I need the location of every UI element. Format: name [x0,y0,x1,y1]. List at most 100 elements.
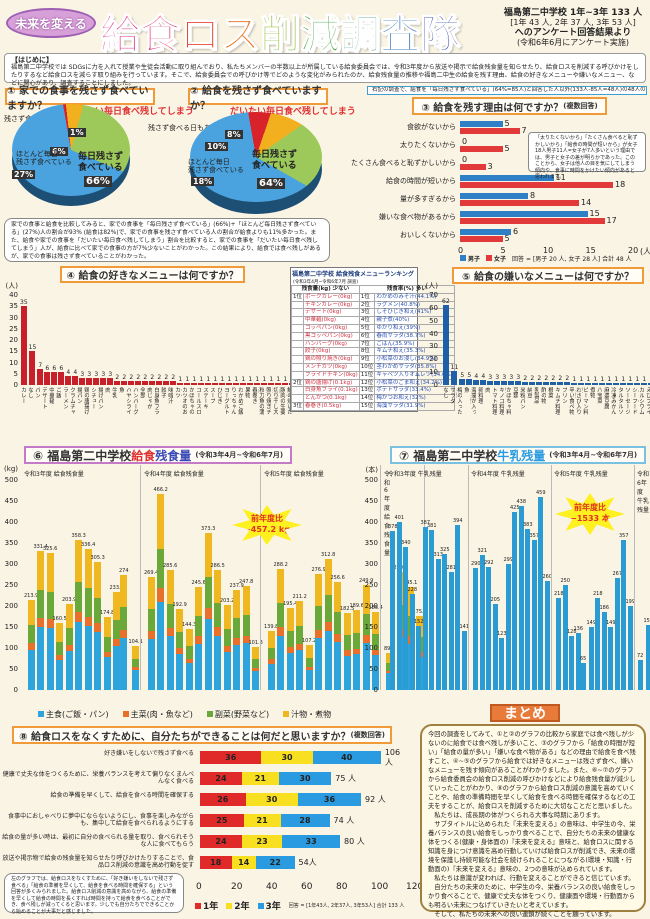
bar-fill [163,381,169,386]
bar-value: 15 [590,211,600,217]
bar: 1 [641,376,647,385]
category-label: ステーキ [202,387,208,417]
bar-fill [100,378,106,385]
bar-fill [44,372,50,386]
bar-value: 5 [505,236,510,242]
q2-pct-some: 10% [205,142,228,151]
bar-stack [120,575,127,690]
bar-value: 5 [505,146,510,152]
legend-swatch [38,711,44,717]
bar-value: 6 [59,365,63,372]
bar: 1 [634,376,640,385]
bar: 2 [557,375,563,385]
q8-total: 80 人 [344,836,365,847]
bar: 1 [226,376,232,385]
category-label: 根菜 [547,387,553,417]
group-divider [468,465,469,690]
category-label: 春巻き [251,387,257,417]
ranking-cell: 餃子(0kg) [304,348,360,356]
bar-fill [282,383,288,385]
bar-fill [184,383,190,385]
intro-heading: 【はじめに】 [11,56,639,64]
bar-fill [564,382,570,385]
bar-fill [121,381,127,386]
legend-swatch [207,711,213,717]
q1-pct-rarely: 1% [68,128,86,137]
bar: 1 [219,376,225,385]
y-tick: 50 [0,665,18,673]
q3-bar-line: 15 [460,211,617,217]
bar-segment [252,659,259,668]
stacked-bar: 274 [119,568,129,690]
ranking-cell: 9位 [359,356,375,364]
bar-value: 2 [115,374,119,381]
y-tick: 50 [420,317,438,325]
ranking-cell: 15位 [359,402,375,410]
ranking-cell: フライドチキン(0kg) [304,371,360,379]
bar-value: 3 [101,371,105,378]
q1-label-almost: ほとんど毎日 残さず食べている [16,150,72,166]
category-label: サラダ [449,387,455,417]
category-label: ひじき [216,387,222,417]
bar-fill [177,383,183,385]
ranking-cell [292,395,304,403]
q8-segment: 36 [200,751,261,764]
category-label: 豆類 [512,387,518,417]
y-unit: (人) [0,281,18,291]
bar: 4 [473,373,479,385]
title-char: 調 [340,2,378,50]
x-tick: 40 [266,882,277,892]
bar: 72 [637,653,643,690]
q8-segment: 40 [313,751,381,764]
bar-value: 1 [572,376,576,383]
bar-value: 2 [150,374,154,381]
bar-value: 1 [607,376,611,383]
category-label: ラーメン [62,387,68,417]
bar-value: 4 [66,369,70,376]
ranking-cell: ポークカレー(0kg) [304,293,360,301]
ranking-cell: 2位 [292,379,304,387]
q8-segment: 22 [256,856,295,869]
subtitle-pill: 未来を変える [6,8,96,38]
bar-fill [451,371,457,385]
bar-fill [198,383,204,385]
category-label: 魚 [463,387,469,417]
q3-bar-line: 7 [460,128,527,134]
q3-answer-note: 回答 = [男子 20 人, 女子 28 人] 合計 48 人 [512,254,632,263]
bar-fill [550,382,556,385]
y-tick: 25 [0,325,18,333]
bar: 3 [515,374,521,385]
y-tick: 500 [0,476,18,484]
q1-title: ① 家での食事を残さず食べていますか？ [5,88,155,105]
bar-value: 321 [478,548,488,555]
y-tick: 20 [0,336,18,344]
q8-segment: 30 [279,772,332,785]
legend-grade1-label: 1年 [203,902,218,912]
q8-segment: 30 [261,751,312,764]
category-label: 海藻が入った料理 [470,387,476,417]
bar: 2 [135,374,141,386]
q8-total: 92 人 [365,794,386,805]
x-tick: 0 [196,882,202,892]
bar-fill [219,383,225,385]
bar-fill [501,381,507,385]
bar-segment [47,553,54,591]
bar-value: 5 [460,372,464,379]
y-tick: 200 [360,602,378,610]
bar: 62 [442,298,450,385]
y-tick: 15 [0,347,18,355]
ranking-cell: 3位 [292,402,304,410]
bar-fill [592,383,598,385]
y-tick: 100 [0,644,18,652]
bar-fill [581,663,586,690]
bar: 2 [142,374,148,386]
bar-value: 3 [502,374,506,381]
bar-fill [627,383,633,385]
group-divider [140,465,141,690]
bar-value: 6 [52,365,56,372]
category-label: 味噌汁 [167,387,173,417]
bar-stack [252,647,259,690]
bar: 2 [121,374,127,386]
